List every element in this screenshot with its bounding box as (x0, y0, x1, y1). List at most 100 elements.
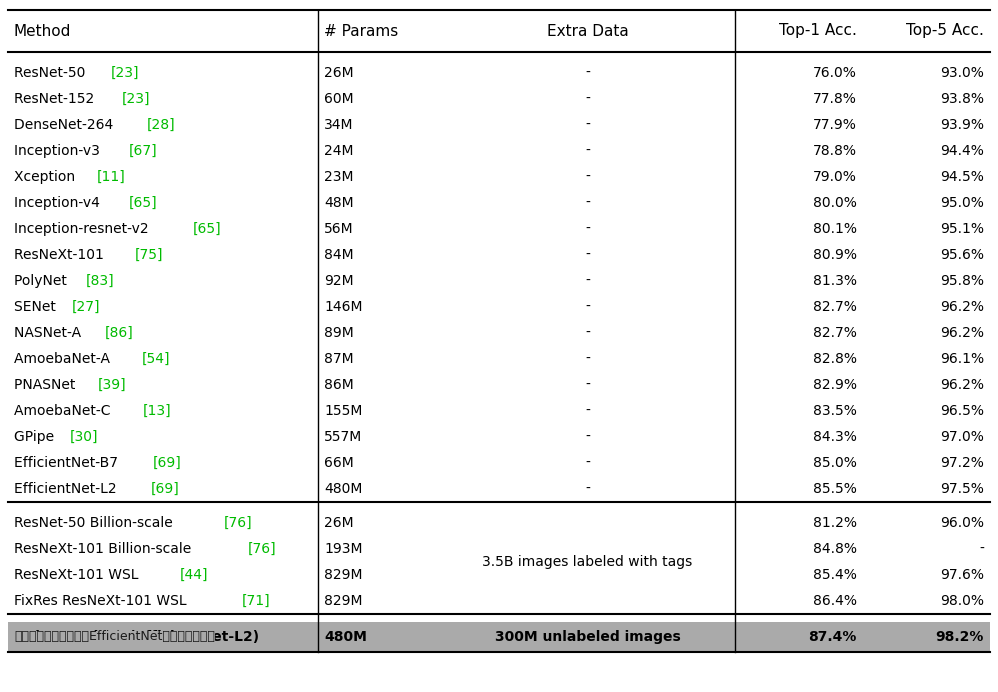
Text: 155M: 155M (324, 404, 362, 418)
Text: 300M unlabeled images: 300M unlabeled images (495, 630, 681, 644)
Text: [28]: [28] (147, 118, 175, 132)
Text: [27]: [27] (72, 300, 101, 314)
Text: 83.5%: 83.5% (813, 404, 857, 418)
Text: 480M: 480M (324, 482, 362, 496)
Text: -: - (585, 326, 590, 340)
Text: 23M: 23M (324, 170, 353, 184)
Text: 82.7%: 82.7% (813, 300, 857, 314)
Text: 86.4%: 86.4% (813, 594, 857, 608)
Text: Inception-v4: Inception-v4 (14, 196, 103, 210)
Text: 82.8%: 82.8% (813, 352, 857, 366)
Text: 77.9%: 77.9% (813, 118, 857, 132)
Text: ResNet-50: ResNet-50 (14, 66, 88, 80)
Text: -: - (585, 170, 590, 184)
Text: 86M: 86M (324, 378, 353, 392)
Text: Top-1 Acc.: Top-1 Acc. (779, 24, 857, 39)
Text: 94.5%: 94.5% (940, 170, 984, 184)
Text: 96.1%: 96.1% (940, 352, 984, 366)
Text: ResNeXt-101 WSL: ResNeXt-101 WSL (14, 568, 142, 582)
Text: 84M: 84M (324, 248, 353, 262)
Text: [69]: [69] (151, 482, 180, 496)
Text: 60M: 60M (324, 92, 353, 106)
Text: 84.3%: 84.3% (813, 430, 857, 444)
Text: 34M: 34M (324, 118, 353, 132)
Text: 56M: 56M (324, 222, 353, 236)
Text: 96.0%: 96.0% (940, 516, 984, 530)
Text: [65]: [65] (129, 196, 158, 210)
Text: 80.0%: 80.0% (813, 196, 857, 210)
Text: -: - (585, 300, 590, 314)
Text: 81.3%: 81.3% (813, 274, 857, 288)
Text: [75]: [75] (135, 248, 163, 262)
Text: -: - (585, 248, 590, 262)
Text: 95.0%: 95.0% (940, 196, 984, 210)
Text: PNASNet: PNASNet (14, 378, 78, 392)
Text: Xception: Xception (14, 170, 78, 184)
Text: 98.2%: 98.2% (935, 630, 984, 644)
Text: 66M: 66M (324, 456, 353, 470)
Text: [86]: [86] (105, 326, 134, 340)
Text: PolyNet: PolyNet (14, 274, 70, 288)
Text: 96.2%: 96.2% (940, 378, 984, 392)
Text: 87.4%: 87.4% (808, 630, 857, 644)
Text: 26M: 26M (324, 516, 353, 530)
Text: 98.0%: 98.0% (940, 594, 984, 608)
Text: -: - (585, 92, 590, 106)
Text: ResNet-50 Billion-scale: ResNet-50 Billion-scale (14, 516, 176, 530)
Text: AmoebaNet-A: AmoebaNet-A (14, 352, 113, 366)
Text: 82.7%: 82.7% (813, 326, 857, 340)
Text: -: - (585, 196, 590, 210)
Text: GPipe: GPipe (14, 430, 57, 444)
Text: NASNet-A: NASNet-A (14, 326, 84, 340)
Text: [44]: [44] (180, 568, 208, 582)
Text: 85.5%: 85.5% (813, 482, 857, 496)
Text: Inception-v3: Inception-v3 (14, 144, 103, 158)
Text: [13]: [13] (143, 404, 172, 418)
Text: AmoebaNet-C: AmoebaNet-C (14, 404, 113, 418)
Text: Inception-resnet-v2: Inception-resnet-v2 (14, 222, 152, 236)
Text: [23]: [23] (110, 66, 139, 80)
Text: -: - (585, 144, 590, 158)
Text: EfficientNet-B7: EfficientNet-B7 (14, 456, 121, 470)
Text: DenseNet-264: DenseNet-264 (14, 118, 116, 132)
Text: [76]: [76] (224, 516, 252, 530)
Text: [39]: [39] (97, 378, 126, 392)
Text: -: - (585, 378, 590, 392)
Text: -: - (585, 118, 590, 132)
Text: 93.0%: 93.0% (940, 66, 984, 80)
Text: 95.1%: 95.1% (940, 222, 984, 236)
Text: 85.4%: 85.4% (813, 568, 857, 582)
Text: 93.8%: 93.8% (940, 92, 984, 106)
Text: 829M: 829M (324, 594, 362, 608)
Text: 146M: 146M (324, 300, 362, 314)
Text: 87M: 87M (324, 352, 353, 366)
Text: # Params: # Params (324, 24, 398, 39)
Text: ResNeXt-101: ResNeXt-101 (14, 248, 107, 262)
Text: Noisy Student (EfficientNet-L2): Noisy Student (EfficientNet-L2) (14, 630, 259, 644)
Text: [67]: [67] (129, 144, 158, 158)
Text: -: - (585, 222, 590, 236)
Text: 80.1%: 80.1% (813, 222, 857, 236)
Text: SENet: SENet (14, 300, 59, 314)
Text: 89M: 89M (324, 326, 353, 340)
Text: -: - (979, 542, 984, 556)
Text: Method: Method (14, 24, 72, 39)
Text: 95.8%: 95.8% (940, 274, 984, 288)
Text: [71]: [71] (242, 594, 270, 608)
Text: 78.8%: 78.8% (813, 144, 857, 158)
Text: EfficientNet-L2: EfficientNet-L2 (14, 482, 120, 496)
Text: ResNet-152: ResNet-152 (14, 92, 97, 106)
Text: -: - (585, 430, 590, 444)
Text: 95.6%: 95.6% (940, 248, 984, 262)
Text: 24M: 24M (324, 144, 353, 158)
Text: 26M: 26M (324, 66, 353, 80)
Text: [23]: [23] (122, 92, 151, 106)
Text: -: - (585, 66, 590, 80)
Text: -: - (585, 404, 590, 418)
Text: 94.4%: 94.4% (940, 144, 984, 158)
Text: 85.0%: 85.0% (813, 456, 857, 470)
Text: [83]: [83] (86, 274, 115, 288)
Text: 96.2%: 96.2% (940, 300, 984, 314)
Text: [11]: [11] (97, 170, 126, 184)
Text: -: - (585, 456, 590, 470)
